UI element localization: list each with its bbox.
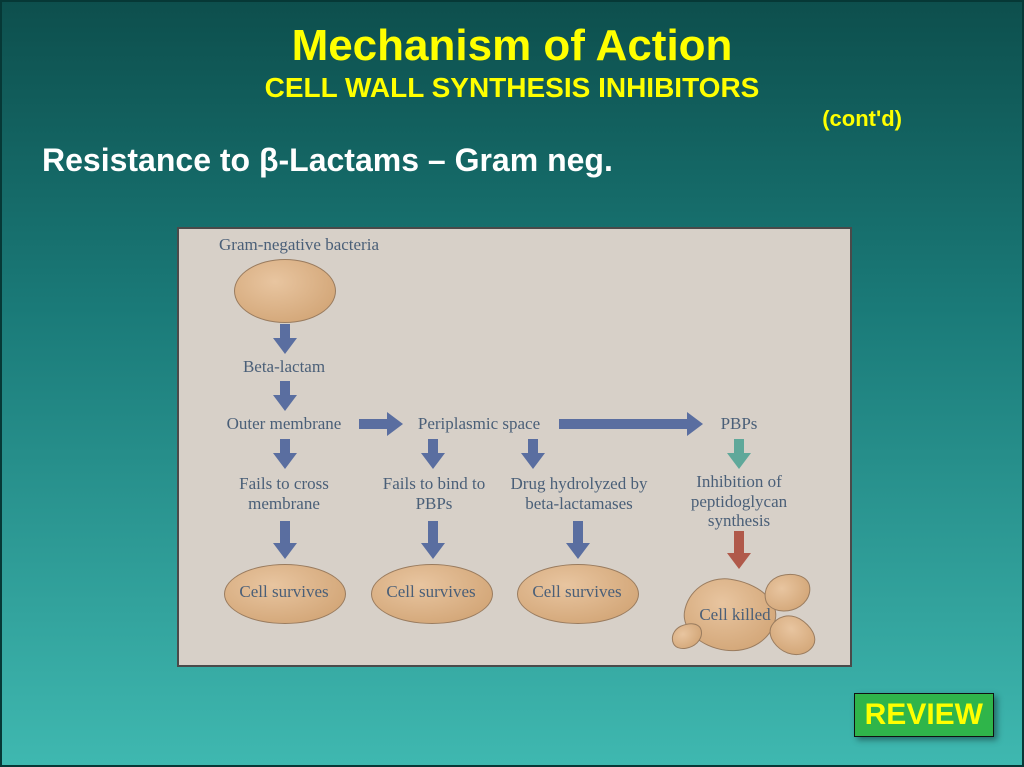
- arrow-icon: [559, 415, 704, 433]
- label-cell-survives: Cell survives: [231, 582, 337, 602]
- label-cell-survives: Cell survives: [378, 582, 484, 602]
- label-periplasmic: Periplasmic space: [404, 414, 554, 434]
- review-button[interactable]: REVIEW: [854, 693, 994, 737]
- label-fails-bind: Fails to bind to PBPs: [374, 474, 494, 513]
- arrow-icon: [276, 381, 294, 411]
- arrow-icon: [524, 439, 542, 469]
- slide-subtitle: CELL WALL SYNTHESIS INHIBITORS: [2, 72, 1022, 104]
- arrow-icon: [569, 521, 587, 561]
- arrow-icon: [730, 531, 748, 571]
- arrow-icon: [276, 439, 294, 469]
- slide-title: Mechanism of Action: [2, 22, 1022, 70]
- arrow-icon: [276, 521, 294, 561]
- slide-contd: (cont'd): [2, 106, 1022, 132]
- slide-heading: Resistance to β-Lactams – Gram neg.: [2, 142, 1022, 179]
- label-gram-negative: Gram-negative bacteria: [219, 235, 399, 255]
- slide: Mechanism of Action CELL WALL SYNTHESIS …: [0, 0, 1024, 767]
- arrow-icon: [276, 324, 294, 354]
- arrow-icon: [424, 439, 442, 469]
- arrow-icon: [424, 521, 442, 561]
- arrow-icon: [359, 415, 404, 433]
- label-hydrolyzed: Drug hydrolyzed by beta-lactamases: [499, 474, 659, 513]
- label-pbps: PBPs: [709, 414, 769, 434]
- label-beta-lactam: Beta-lactam: [234, 357, 334, 377]
- cell-bacterium: [234, 259, 336, 323]
- label-outer-membrane: Outer membrane: [214, 414, 354, 434]
- label-inhibition: Inhibition of peptidoglycan synthesis: [674, 472, 804, 531]
- diagram: Gram-negative bacteria Beta-lactam Outer…: [177, 227, 852, 667]
- label-cell-killed: Cell killed: [695, 605, 775, 625]
- review-label: REVIEW: [865, 698, 983, 731]
- label-cell-survives: Cell survives: [524, 582, 630, 602]
- label-fails-cross: Fails to cross membrane: [219, 474, 349, 513]
- arrow-icon: [730, 439, 748, 469]
